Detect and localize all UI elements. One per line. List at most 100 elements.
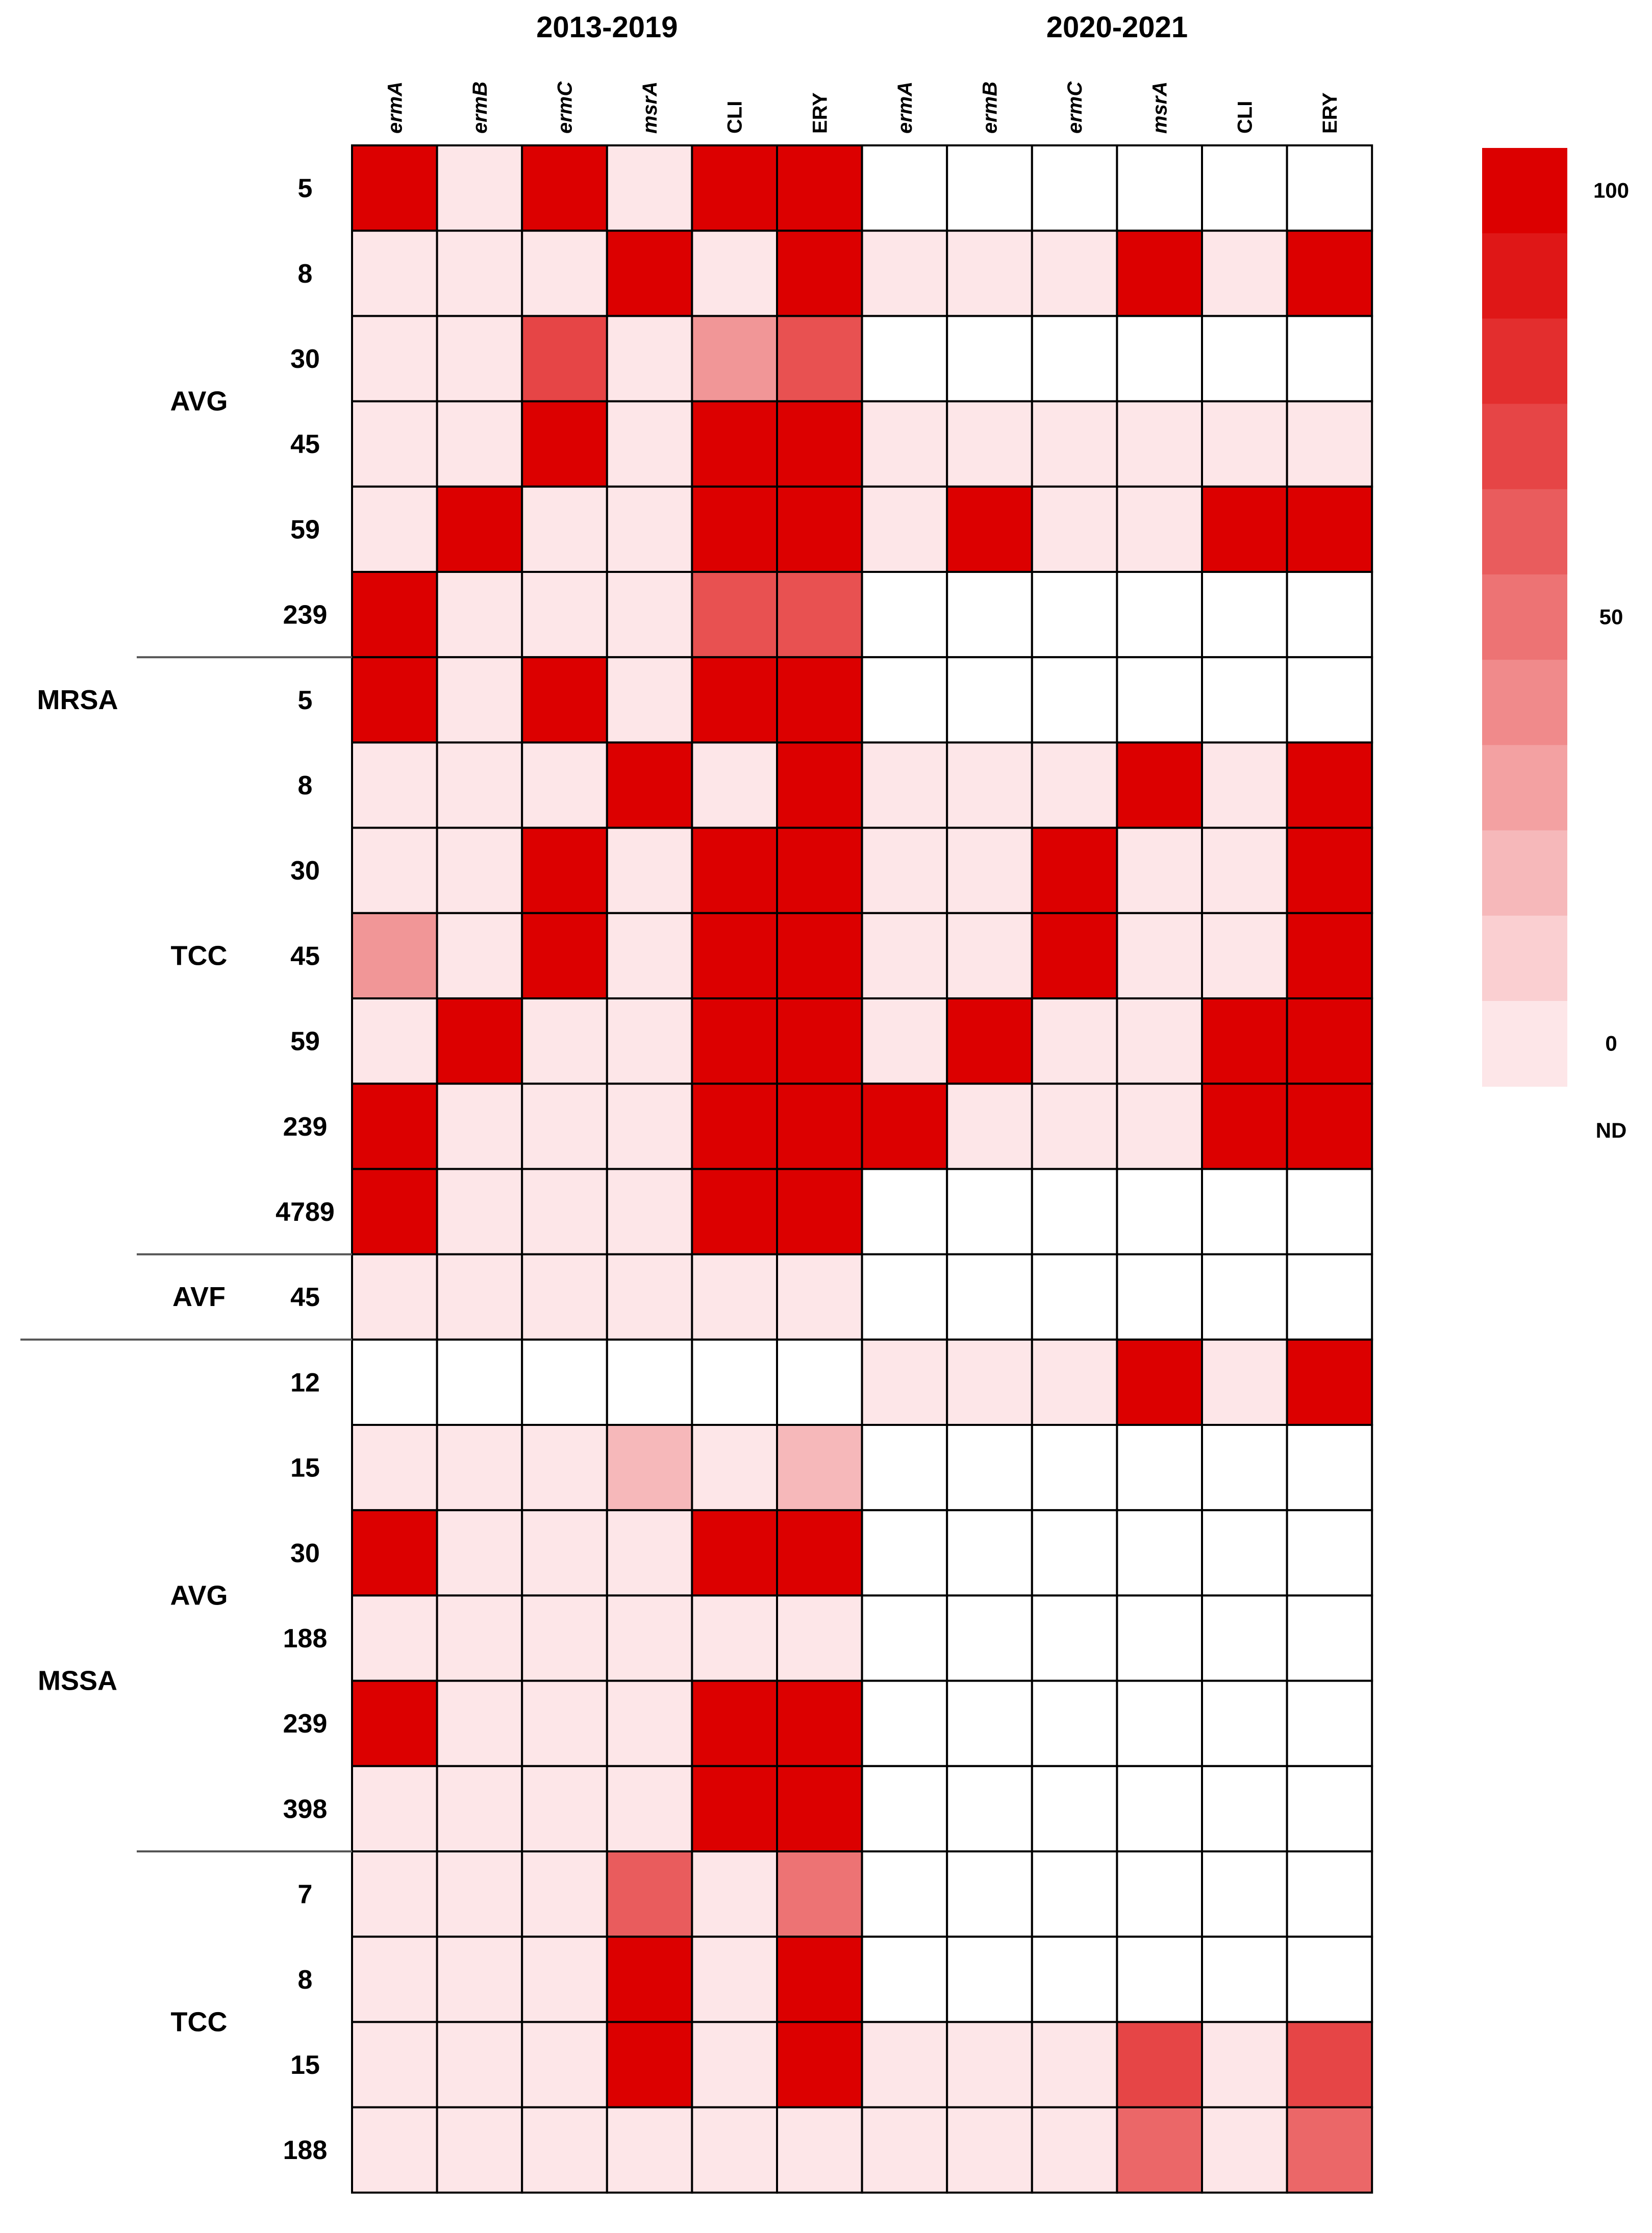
heatmap-cell: [861, 400, 948, 488]
heatmap-cell: [1201, 1679, 1288, 1767]
heatmap-cell: [606, 1338, 693, 1426]
heatmap-cell: [1286, 656, 1373, 744]
column-label: msrA: [1149, 82, 1171, 134]
row-label: 5: [298, 686, 313, 715]
heatmap-cell: [776, 741, 863, 829]
heatmap-cell: [606, 826, 693, 914]
heatmap-cell: [861, 1850, 948, 1938]
heatmap-cell: [351, 315, 438, 403]
heatmap-cell: [1286, 485, 1373, 573]
heatmap-cell: [1031, 1679, 1118, 1767]
heatmap-cell: [691, 1424, 779, 1512]
heatmap-cell: [1286, 997, 1373, 1085]
row-label: 30: [290, 344, 320, 374]
heatmap-cell: [1031, 315, 1118, 403]
heatmap-cell: [351, 1936, 438, 2023]
heatmap-cell: [1286, 2106, 1373, 2194]
heatmap-cell: [691, 741, 779, 829]
heatmap-cell: [521, 230, 608, 317]
row-label: 7: [298, 1880, 313, 1910]
row-label: 30: [290, 856, 320, 886]
heatmap-cell: [606, 571, 693, 659]
heatmap-cell: [861, 315, 948, 403]
heatmap-cell: [861, 2021, 948, 2109]
heatmap-cell: [861, 1168, 948, 1256]
heatmap-cell: [436, 1168, 523, 1256]
column-label: ermA: [894, 82, 916, 134]
heatmap-cell: [1031, 1594, 1118, 1682]
heatmap-cell: [776, 1850, 863, 1938]
heatmap-cell: [436, 2106, 523, 2194]
heatmap-cell: [1201, 656, 1288, 744]
column-label: CLI: [1234, 101, 1256, 134]
heatmap-cell: [1201, 1424, 1288, 1512]
heatmap-cell: [1116, 1936, 1203, 2023]
heatmap-cell: [351, 1509, 438, 1597]
heatmap-cell: [1201, 400, 1288, 488]
heatmap-cell: [1031, 400, 1118, 488]
heatmap-cell: [1201, 315, 1288, 403]
heatmap-cell: [1286, 571, 1373, 659]
heatmap-cell: [1286, 1168, 1373, 1256]
column-label: ermB: [979, 82, 1002, 134]
color-legend: 100 50 0 ND: [1482, 148, 1629, 1142]
heatmap-cell: [1031, 1765, 1118, 1853]
heatmap-cell: [1286, 1509, 1373, 1597]
heatmap-cell: [776, 1679, 863, 1767]
heatmap-cell: [946, 230, 1033, 317]
heatmap-cell: [351, 1765, 438, 1853]
heatmap-cell: [1116, 400, 1203, 488]
row-label: 188: [283, 1624, 328, 1653]
heatmap-cell: [436, 1338, 523, 1426]
heatmap-cell: [946, 1850, 1033, 1938]
heatmap-cell: [521, 826, 608, 914]
heatmap-cell: [606, 997, 693, 1085]
heatmap-cell: [606, 485, 693, 573]
heatmap-cell: [946, 2106, 1033, 2194]
heatmap-cell: [1116, 1765, 1203, 1853]
heatmap-cell: [946, 1424, 1033, 1512]
heatmap-cell: [691, 912, 779, 1000]
heatmap-cell: [521, 1765, 608, 1853]
heatmap-cell: [521, 1424, 608, 1512]
row-label: 239: [283, 1709, 328, 1739]
heatmap-cell: [1116, 826, 1203, 914]
heatmap-cell: [521, 485, 608, 573]
heatmap-cell: [1286, 144, 1373, 232]
heatmap-cell: [521, 1679, 608, 1767]
heatmap-cell: [776, 912, 863, 1000]
heatmap-cell: [436, 912, 523, 1000]
heatmap-cell: [1201, 1168, 1288, 1256]
heatmap-cell: [1031, 2021, 1118, 2109]
heatmap-cells: [351, 144, 1373, 2194]
heatmap-cell: [946, 826, 1033, 914]
heatmap-cell: [691, 485, 779, 573]
heatmap-cell: [1031, 1338, 1118, 1426]
heatmap-cell: [1201, 1253, 1288, 1341]
heatmap-cell: [776, 1594, 863, 1682]
heatmap-cell: [436, 485, 523, 573]
heatmap-cell: [1116, 1253, 1203, 1341]
heatmap-cell: [1201, 144, 1288, 232]
heatmap-cell: [521, 2021, 608, 2109]
heatmap-cell: [436, 1253, 523, 1341]
heatmap-cell: [606, 1083, 693, 1170]
heatmap-cell: [946, 1083, 1033, 1170]
heatmap-cell: [776, 1765, 863, 1853]
heatmap-cell: [1031, 1424, 1118, 1512]
heatmap-cell: [1116, 485, 1203, 573]
row-label: 239: [283, 1112, 328, 1142]
heatmap-cell: [606, 912, 693, 1000]
heatmap-cell: [351, 485, 438, 573]
heatmap-cell: [1116, 1594, 1203, 1682]
heatmap-cell: [1116, 912, 1203, 1000]
heatmap-cell: [436, 1850, 523, 1938]
heatmap-cell: [946, 315, 1033, 403]
heatmap-cell: [776, 230, 863, 317]
heatmap-cell: [606, 315, 693, 403]
heatmap-cell: [1286, 1679, 1373, 1767]
heatmap-cell: [521, 2106, 608, 2194]
heatmap-cell: [1286, 1083, 1373, 1170]
row-label: 8: [298, 1965, 313, 1995]
row-label: 12: [290, 1368, 320, 1397]
